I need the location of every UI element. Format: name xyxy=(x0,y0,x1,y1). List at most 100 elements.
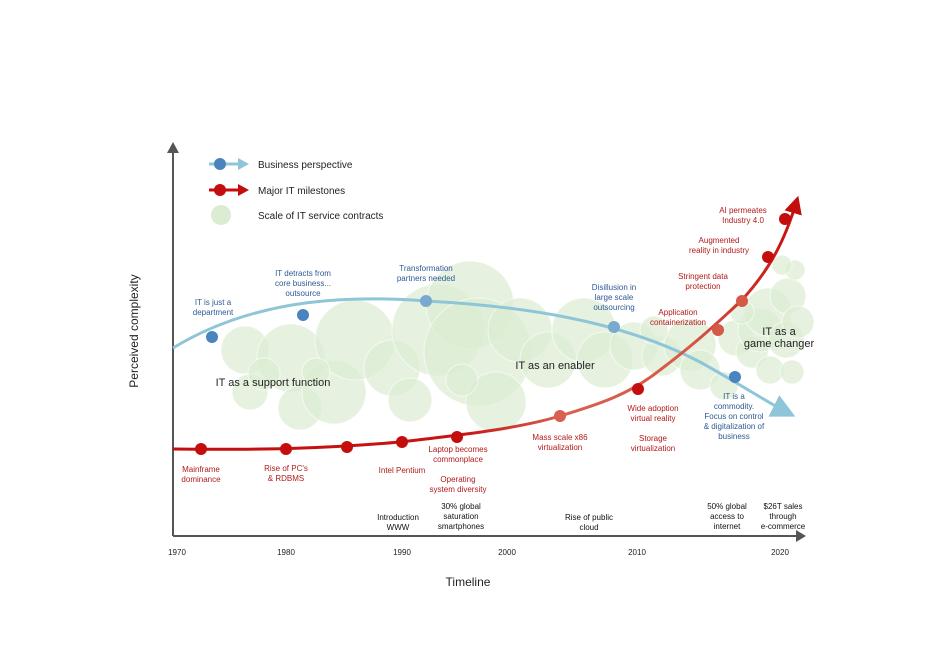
milestone-label-containers-l1: Application xyxy=(658,308,697,317)
milestone-label-x86-l2: virtualization xyxy=(538,443,582,452)
business-point xyxy=(729,371,741,383)
milestone-point xyxy=(451,431,463,443)
milestone-label-ar-l2: reality in industry xyxy=(689,246,749,255)
timeline-events: Introduction WWW 30% global saturation s… xyxy=(377,502,806,532)
contract-bubble xyxy=(465,371,527,433)
legend-milestones-arrow xyxy=(238,184,249,196)
axes xyxy=(167,142,806,542)
milestone-label-vr-l1: Wide adoption xyxy=(627,404,678,413)
contract-bubble xyxy=(301,357,331,387)
milestone-label-containers-l2: containerization xyxy=(650,318,706,327)
milestone-points xyxy=(195,213,791,455)
legend-contracts-bubble xyxy=(211,205,231,225)
tick-1970: 1970 xyxy=(168,548,186,557)
tick-1990: 1990 xyxy=(393,548,411,557)
business-label-disillusion-l3: outsourcing xyxy=(593,303,634,312)
phase-changer-line2: game changer xyxy=(744,338,815,350)
milestone-point xyxy=(632,383,644,395)
contract-bubble xyxy=(247,357,281,391)
milestone-label-os-l1: Operating xyxy=(440,475,475,484)
milestone-label-pcs-l1: Rise of PC's xyxy=(264,464,308,473)
business-label-transformation-l2: partners needed xyxy=(397,274,455,283)
legend-business-arrow xyxy=(238,158,249,170)
business-point xyxy=(206,331,218,343)
milestone-labels: Mainframe dominance Rise of PC's & RDBMS… xyxy=(181,206,766,494)
milestone-label-os-l2: system diversity xyxy=(430,485,487,494)
milestone-point xyxy=(341,441,353,453)
event-cloud-l1: Rise of public xyxy=(565,513,613,522)
business-label-outsource-l1: IT detracts from xyxy=(275,269,331,278)
event-ecommerce-l2: through xyxy=(769,512,796,521)
milestone-point xyxy=(396,436,408,448)
business-label-disillusion-l2: large scale xyxy=(595,293,634,302)
event-www-l2: WWW xyxy=(387,523,410,532)
x-axis-arrow xyxy=(796,530,806,542)
event-smartphones-l1: 30% global xyxy=(441,502,481,511)
milestone-label-laptop-l1: Laptop becomes xyxy=(428,445,487,454)
contract-bubble xyxy=(781,305,815,339)
legend-business-dot xyxy=(214,158,226,170)
business-label-commodity-l5: business xyxy=(718,432,750,441)
event-cloud-l2: cloud xyxy=(579,523,598,532)
contract-bubble xyxy=(639,315,669,345)
business-point xyxy=(420,295,432,307)
business-label-outsource-l2: core business... xyxy=(275,279,331,288)
x-axis-label: Timeline xyxy=(446,575,491,589)
milestone-point xyxy=(762,251,774,263)
contract-bubbles xyxy=(220,254,815,433)
contract-bubble xyxy=(679,349,721,391)
contract-bubble xyxy=(771,254,793,276)
milestone-label-pcs-l2: & RDBMS xyxy=(268,474,304,483)
contract-bubble xyxy=(387,377,433,423)
business-labels: IT is just a department IT detracts from… xyxy=(193,264,765,441)
tick-2020: 2020 xyxy=(771,548,789,557)
milestone-point xyxy=(736,295,748,307)
business-label-disillusion-l1: Disillusion in xyxy=(592,283,636,292)
milestone-label-pentium: Intel Pentium xyxy=(379,466,426,475)
event-ecommerce-l1: $26T sales xyxy=(764,502,803,511)
phase-support: IT as a support function xyxy=(216,377,331,389)
business-label-department-l2: department xyxy=(193,308,234,317)
milestone-label-mainframe-l1: Mainframe xyxy=(182,465,220,474)
event-internet-l3: internet xyxy=(714,522,741,531)
business-label-commodity-l2: commodity. xyxy=(714,402,754,411)
event-www-l1: Introduction xyxy=(377,513,419,522)
milestone-point xyxy=(195,443,207,455)
business-label-commodity-l4: & digitalization of xyxy=(704,422,765,431)
event-internet-l1: 50% global xyxy=(707,502,747,511)
legend-business-label: Business perspective xyxy=(258,160,353,171)
milestone-label-mainframe-l2: dominance xyxy=(181,475,221,484)
legend-milestones-label: Major IT milestones xyxy=(258,186,345,197)
y-axis-label: Perceived complexity xyxy=(127,274,141,387)
milestone-label-ar-l1: Augmented xyxy=(699,236,740,245)
event-internet-l2: access to xyxy=(710,512,744,521)
milestone-label-ai-l1: AI permeates xyxy=(719,206,767,215)
business-label-transformation-l1: Transformation xyxy=(399,264,453,273)
business-point xyxy=(608,321,620,333)
milestone-label-x86-l1: Mass scale x86 xyxy=(532,433,588,442)
phase-enabler: IT as an enabler xyxy=(515,360,595,372)
milestone-label-protection-l2: protection xyxy=(685,282,720,291)
tick-2010: 2010 xyxy=(628,548,646,557)
legend-milestones-dot xyxy=(214,184,226,196)
milestone-label-ai-l2: Industry 4.0 xyxy=(722,216,764,225)
legend-contracts-label: Scale of IT service contracts xyxy=(258,211,383,222)
tick-1980: 1980 xyxy=(277,548,295,557)
business-point xyxy=(297,309,309,321)
milestone-label-storage-l1: Storage xyxy=(639,434,668,443)
contract-bubble xyxy=(445,363,479,397)
x-tick-labels: 1970 1980 1990 2000 2010 2020 xyxy=(168,548,789,557)
business-label-department-l1: IT is just a xyxy=(195,298,232,307)
event-ecommerce-l3: e-commerce xyxy=(761,522,806,531)
tick-2000: 2000 xyxy=(498,548,516,557)
milestone-label-laptop-l2: commonplace xyxy=(433,455,483,464)
phase-changer-line1: IT as a xyxy=(762,326,796,338)
y-axis-arrow xyxy=(167,142,179,153)
milestone-point xyxy=(712,324,724,336)
business-points xyxy=(206,295,741,383)
legend: Business perspective Major IT milestones… xyxy=(209,158,383,225)
milestone-point xyxy=(554,410,566,422)
milestone-point xyxy=(779,213,791,225)
contract-bubble xyxy=(779,359,805,385)
